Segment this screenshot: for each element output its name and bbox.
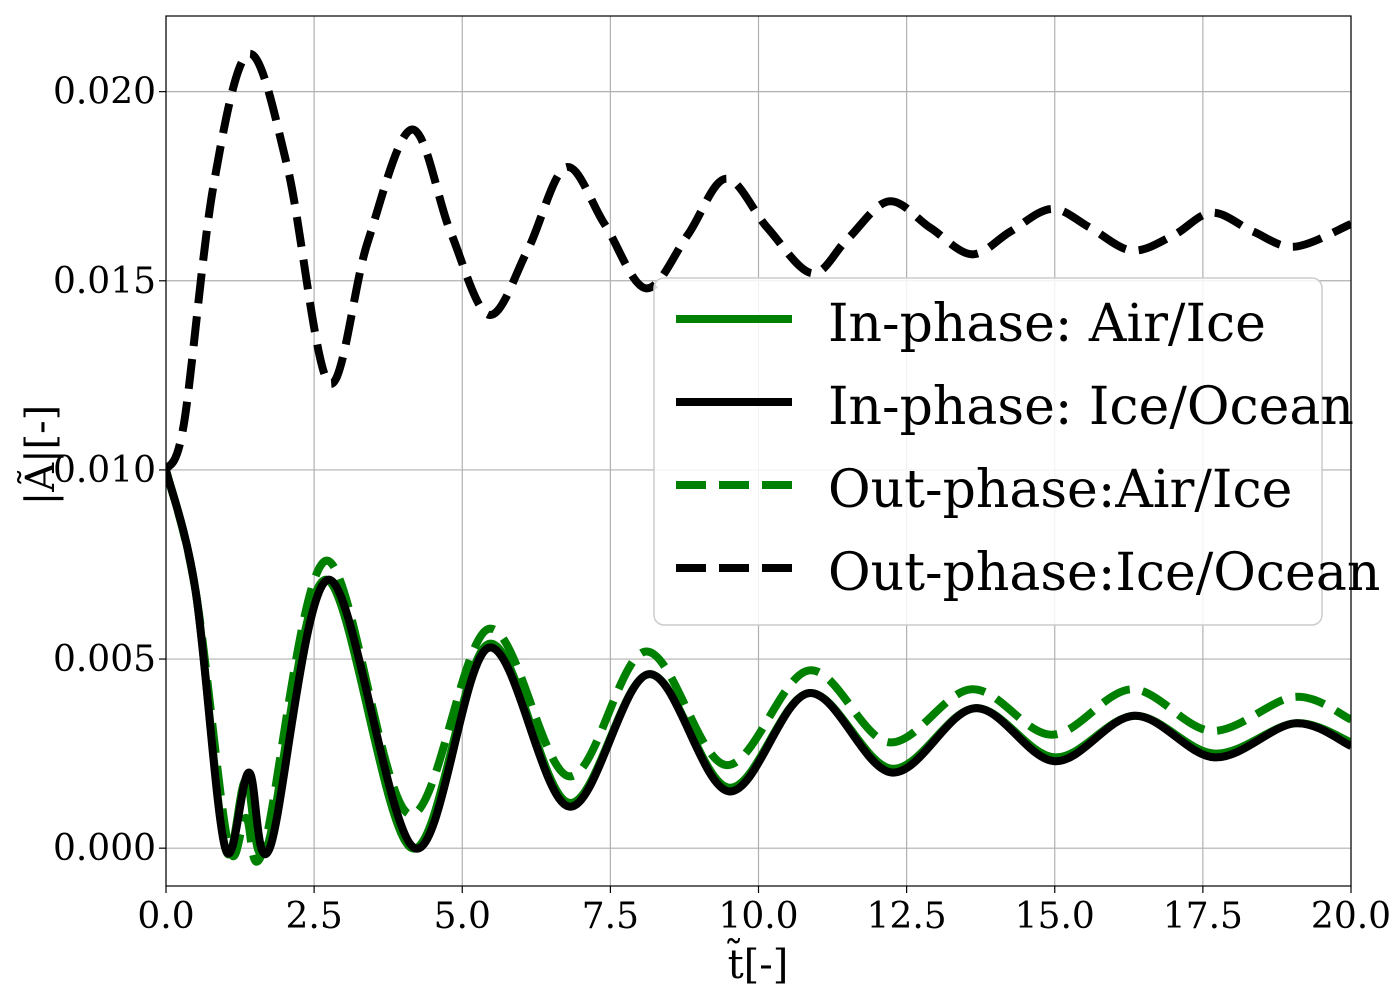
series-line-2 bbox=[166, 468, 1351, 858]
y-tick-label: 0.005 bbox=[53, 639, 156, 680]
legend-label-1: In-phase: Air/Ice bbox=[828, 294, 1266, 354]
y-tick-label: 0.000 bbox=[53, 828, 156, 869]
y-tick-label: 0.020 bbox=[53, 72, 156, 113]
legend-label-2: In-phase: Ice/Ocean bbox=[828, 377, 1354, 437]
y-axis-ticks: 0.000 0.005 0.010 0.015 0.020 bbox=[53, 72, 166, 869]
x-axis-label: t̃[-] bbox=[727, 938, 789, 988]
y-tick-label: 0.015 bbox=[53, 261, 156, 302]
y-tick-label: 0.010 bbox=[53, 450, 156, 491]
x-axis-ticks: 0.0 2.5 5.0 7.5 10.0 12.5 15.0 17.5 20.0 bbox=[137, 886, 1391, 937]
x-tick-label: 5.0 bbox=[434, 896, 491, 937]
legend: In-phase: Air/Ice In-phase: Ice/Ocean Out-… bbox=[653, 277, 1380, 626]
x-tick-label: 12.5 bbox=[867, 896, 947, 937]
x-tick-label: 2.5 bbox=[285, 896, 342, 937]
x-tick-label: 15.0 bbox=[1015, 896, 1095, 937]
y-axis-label: |Ã|[-] bbox=[17, 405, 64, 506]
x-tick-label: 10.0 bbox=[718, 896, 798, 937]
x-tick-label: 0.0 bbox=[137, 896, 194, 937]
x-tick-label: 7.5 bbox=[582, 896, 639, 937]
x-tick-label: 20.0 bbox=[1311, 896, 1391, 937]
legend-label-3: Out-phase:Air/Ice bbox=[828, 460, 1292, 520]
series-lines bbox=[166, 49, 1351, 866]
series-line-4 bbox=[166, 49, 1351, 472]
series-line-3 bbox=[166, 468, 1351, 866]
x-tick-label: 17.5 bbox=[1163, 896, 1243, 937]
legend-label-4: Out-phase:Ice/Ocean bbox=[828, 543, 1380, 603]
legend-box bbox=[653, 277, 1323, 626]
